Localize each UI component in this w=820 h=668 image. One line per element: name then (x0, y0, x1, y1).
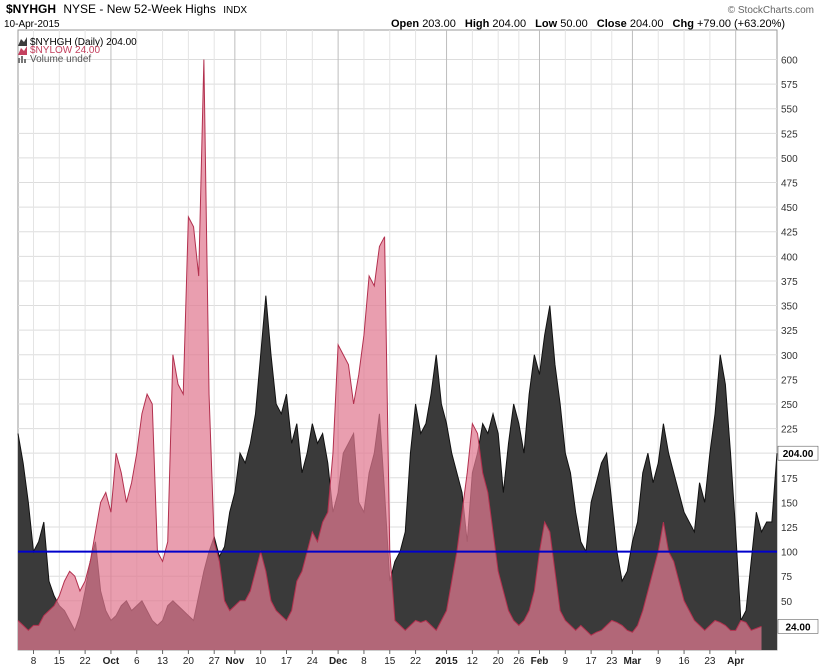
y-tick-label: 300 (781, 351, 798, 362)
last-value-badge-nyhgh-box (777, 445, 819, 461)
last-value-badge-nylow-box (777, 619, 819, 634)
y-tick-label: 450 (781, 203, 798, 214)
x-tick-label: 20 (493, 656, 505, 667)
y-tick-label: 275 (781, 375, 798, 386)
x-tick-label: Mar (624, 656, 642, 667)
x-tick-label: 2015 (435, 656, 458, 667)
x-tick-label: 10 (255, 656, 267, 667)
y-tick-label: 425 (781, 228, 798, 239)
y-tick-label: 600 (781, 56, 798, 67)
x-tick-label: 12 (467, 656, 479, 667)
y-tick-label: 325 (781, 326, 798, 337)
x-tick-label: Feb (531, 656, 549, 667)
x-tick-label: 8 (361, 656, 367, 667)
last-value-badge-nyhgh: 204.00 (783, 449, 814, 460)
x-tick-label: 26 (513, 656, 525, 667)
svg-text:$NYHGH NYSE - New 52-Week: $NYHGH NYSE - New 52-Week Highs INDX (6, 2, 247, 16)
chg-label: Chg (673, 18, 694, 30)
legend-item-volume: Volume undef (18, 54, 91, 65)
y-tick-label: 400 (781, 252, 798, 263)
legend-label-nyhgh: $NYHGH (Daily) 204.00 (30, 37, 137, 48)
legend-label-nylow: $NYLOW 24.00 (30, 45, 100, 56)
y-tick-label: 500 (781, 154, 798, 165)
legend-swatch-volume (18, 56, 26, 63)
x-tick-label: 13 (157, 656, 169, 667)
legend-item-nylow: $NYLOW 24.00 (18, 45, 100, 56)
y-tick-label: 175 (781, 474, 798, 485)
x-tick-label: 17 (586, 656, 598, 667)
y-tick-label: 475 (781, 179, 798, 190)
y-tick-label: 375 (781, 277, 798, 288)
y-tick-label: 75 (781, 572, 793, 583)
y-tick-label: 550 (781, 105, 798, 116)
x-tick-label: 16 (678, 656, 690, 667)
chart-date: 10-Apr-2015 (4, 19, 60, 30)
x-tick-label: 20 (183, 656, 195, 667)
stockcharts-watermark: © StockCharts.com (728, 5, 814, 16)
close-value: 204.00 (630, 18, 664, 30)
x-tick-label: 17 (281, 656, 293, 667)
y-tick-label: 350 (781, 302, 798, 313)
legend-swatch-nylow (18, 46, 27, 55)
x-tick-label: Oct (103, 656, 120, 667)
chg-value: +79.00 (+63.20%) (697, 18, 785, 30)
x-tick-label: Nov (225, 656, 244, 667)
ohlc-readout: Open 203.00 High 204.00 Low 50.00 Close … (391, 18, 785, 30)
legend-swatch-nyhgh (18, 37, 27, 46)
badge-layer: 204.00 24.00 (777, 445, 819, 634)
x-tick-label: 24 (307, 656, 319, 667)
x-tick-label: 23 (704, 656, 716, 667)
x-tick-label: 22 (80, 656, 92, 667)
legend: $NYHGH (Daily) 204.00 $NYLOW 24.00 Volum… (18, 37, 137, 65)
y-tick-label: 100 (781, 548, 798, 559)
symbol-title: $NYHGH (6, 2, 56, 16)
legend-item-nyhgh: $NYHGH (Daily) 204.00 (18, 37, 137, 48)
x-tick-label: Apr (727, 656, 744, 667)
x-tick-label: 15 (384, 656, 396, 667)
open-value: 203.00 (422, 18, 456, 30)
x-tick-label: 22 (410, 656, 422, 667)
index-tag: INDX (223, 5, 247, 16)
last-value-badge-nylow: 24.00 (785, 622, 810, 633)
x-tick-label: 8 (31, 656, 37, 667)
x-tick-label: 15 (54, 656, 66, 667)
low-label: Low (535, 18, 557, 30)
x-tick-label: 9 (563, 656, 569, 667)
x-tick-label: 27 (209, 656, 221, 667)
open-label: Open (391, 18, 419, 30)
high-label: High (465, 18, 490, 30)
y-tick-label: 125 (781, 523, 798, 534)
high-value: 204.00 (492, 18, 526, 30)
symbol-description: NYSE - New 52-Week Highs (63, 2, 216, 16)
x-tick-label: Dec (329, 656, 348, 667)
x-tick-label: 23 (606, 656, 618, 667)
y-tick-label: 575 (781, 80, 798, 91)
series-area-nylow (18, 59, 762, 650)
legend-label-volume: Volume undef (30, 54, 91, 65)
y-tick-label: 250 (781, 400, 798, 411)
axis-layer: 5075100125150175200225250275300325350375… (31, 56, 798, 667)
y-tick-label: 525 (781, 129, 798, 140)
y-tick-label: 150 (781, 498, 798, 509)
x-tick-label: 6 (134, 656, 140, 667)
y-tick-label: 225 (781, 425, 798, 436)
y-tick-label: 50 (781, 597, 793, 608)
close-label: Close (597, 18, 627, 30)
low-value: 50.00 (560, 18, 588, 30)
x-tick-label: 9 (655, 656, 661, 667)
